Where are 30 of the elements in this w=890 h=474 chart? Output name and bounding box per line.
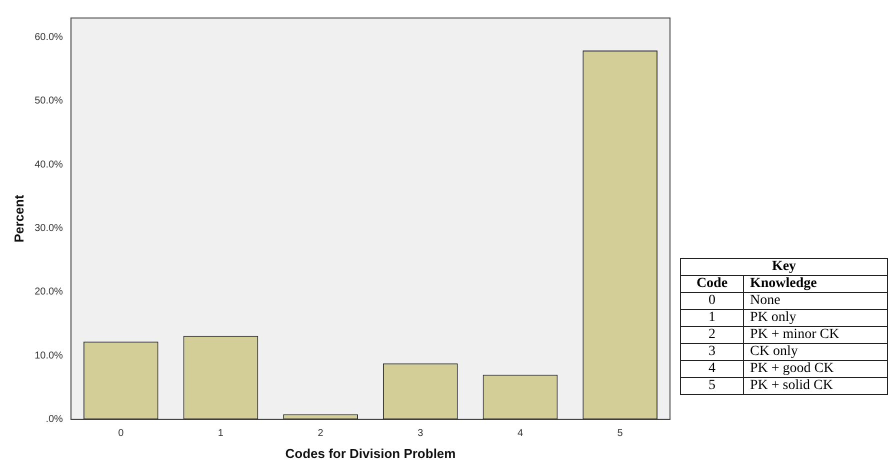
text: Code: [680, 276, 744, 292]
y-axis-title: Percent: [11, 194, 26, 243]
text: 2: [680, 326, 744, 344]
text: Knowledge: [744, 276, 888, 292]
text: PK + solid CK: [744, 378, 888, 394]
x-tick-label: 5: [617, 428, 624, 440]
y-tick-label: 10.0%: [34, 350, 64, 362]
y-tick-label: 40.0%: [34, 159, 64, 170]
text: 1: [680, 310, 744, 326]
text: CK only: [744, 344, 888, 360]
x-tick-label: 1: [218, 428, 224, 440]
y-tick-label: 60.0%: [34, 32, 64, 43]
y-tick-label: 20.0%: [34, 286, 64, 298]
y-tick-label: 30.0%: [34, 223, 64, 234]
text: PK + minor CK: [744, 326, 888, 344]
y-tick-label: 50.0%: [34, 96, 64, 107]
x-axis-title: Codes for Division Problem: [285, 446, 456, 461]
text: 3: [680, 344, 744, 360]
text: 0: [680, 292, 744, 310]
text: PK only: [744, 310, 888, 326]
text: PK + good CK: [744, 360, 888, 378]
text: 4: [680, 360, 744, 378]
x-tick-label: 0: [118, 428, 124, 440]
text: None: [744, 292, 888, 310]
x-tick-label: 2: [318, 428, 324, 440]
x-tick-label: 4: [517, 428, 524, 440]
text: 5: [680, 378, 744, 394]
x-tick-label: 3: [418, 428, 424, 440]
y-tick-label: .0%: [46, 414, 64, 426]
text: Key: [680, 258, 888, 276]
